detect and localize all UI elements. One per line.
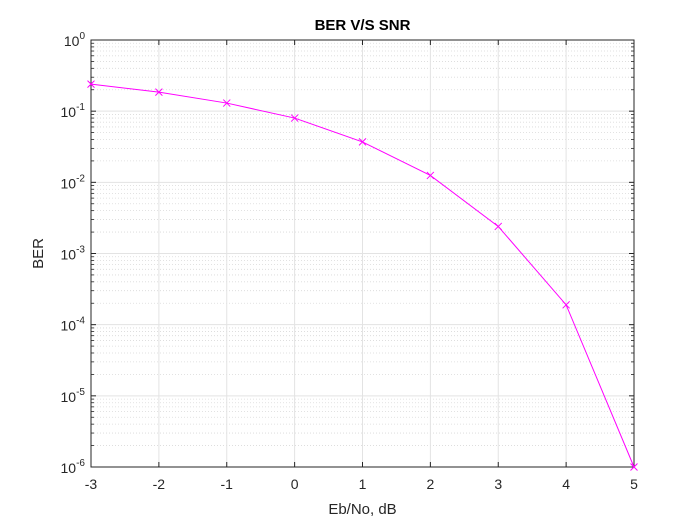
- data-point-marker: [358, 138, 367, 146]
- marker-stroke: [87, 80, 95, 88]
- marker-stroke: [358, 138, 367, 146]
- axes: [90, 39, 635, 468]
- marker-stroke: [222, 99, 231, 107]
- marker-stroke: [494, 222, 503, 231]
- chart-title: BER V/S SNR: [315, 17, 411, 34]
- x-tick-label: 4: [562, 476, 570, 492]
- marker-stroke: [426, 171, 435, 180]
- data-point-marker: [426, 171, 435, 180]
- y-tick-label: 100: [64, 31, 86, 49]
- data-point-marker: [87, 80, 95, 88]
- data-point-marker: [562, 300, 570, 309]
- x-tick-label: 5: [630, 476, 638, 492]
- data-point-marker: [630, 463, 638, 471]
- x-tick-label: 3: [494, 476, 502, 492]
- marker-stroke: [155, 88, 163, 97]
- x-tick-label: 2: [426, 476, 434, 492]
- data-point-marker: [155, 88, 163, 97]
- x-tick-label: -2: [153, 476, 166, 492]
- data-point-marker: [290, 114, 299, 122]
- y-axis-label: BER: [30, 238, 47, 269]
- x-tick-label: 0: [291, 476, 299, 492]
- y-tick-label: 10-1: [61, 102, 86, 120]
- series-group: [87, 80, 638, 471]
- marker-stroke: [562, 300, 570, 309]
- y-tick-label: 10-4: [61, 316, 86, 334]
- x-tick-labels: -3 -2 -1 0 1 2 3 4 5: [85, 476, 638, 492]
- data-point-marker: [222, 99, 231, 107]
- y-tick-label: 10-3: [61, 245, 86, 263]
- data-point-marker: [494, 222, 503, 231]
- y-tick-label: 10-6: [61, 458, 86, 476]
- x-tick-label: -1: [221, 476, 234, 492]
- x-tick-label: 1: [359, 476, 367, 492]
- y-tick-label: 10-5: [61, 387, 86, 405]
- y-tick-label: 10-2: [61, 173, 86, 191]
- marker-stroke: [290, 114, 299, 122]
- marker-stroke: [630, 463, 638, 471]
- x-axis-label: Eb/No, dB: [328, 501, 396, 518]
- x-tick-label: -3: [85, 476, 98, 492]
- y-tick-labels: 10-6 10-5 10-4 10-3 10-2 10-1 100: [61, 31, 86, 476]
